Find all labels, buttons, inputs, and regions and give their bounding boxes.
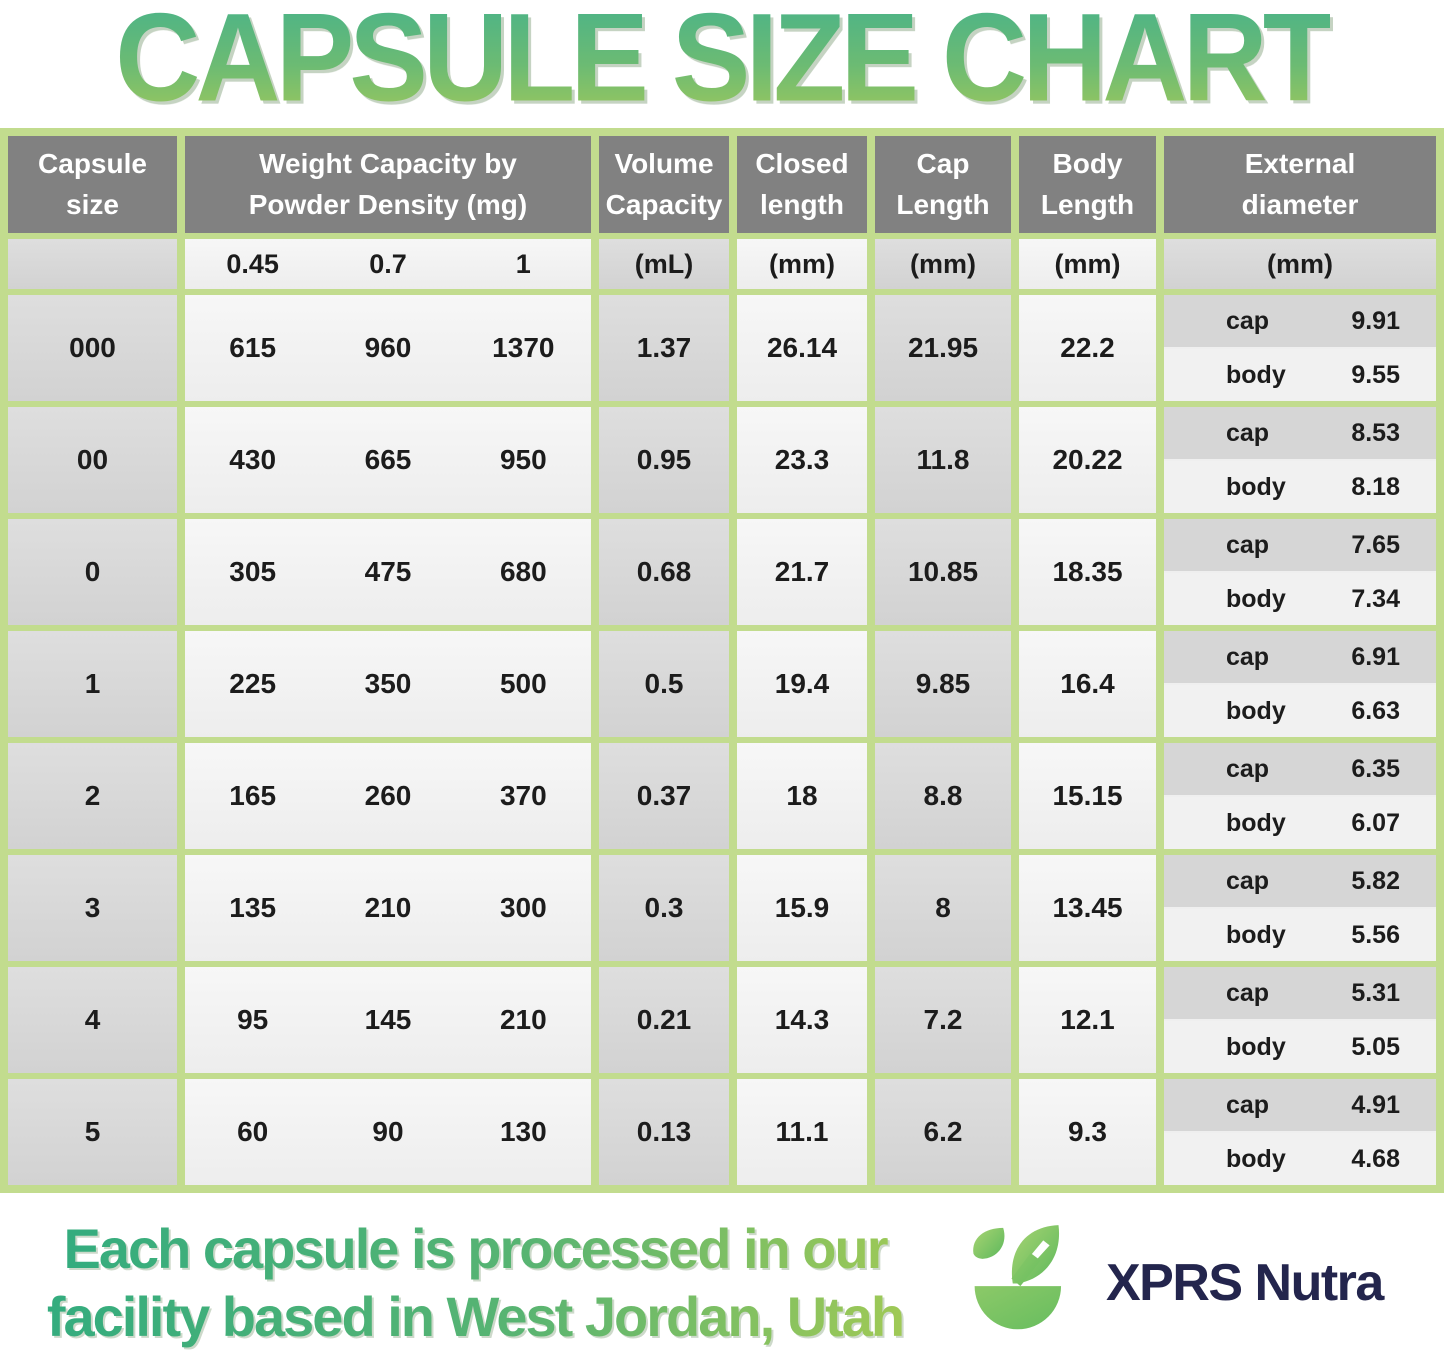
capsule-size-cell: 4	[8, 967, 177, 1073]
body-length-cell: 18.35	[1019, 519, 1156, 625]
external-body-subrow: body 9.55	[1164, 349, 1436, 401]
unit-cell-closed: (mm)	[737, 239, 867, 289]
column-header-closed-length: Closed length	[737, 136, 867, 233]
weight-capacity-cell: 60 90 130	[185, 1079, 591, 1185]
volume-capacity-cell: 0.21	[599, 967, 729, 1073]
body-length-cell: 9.3	[1019, 1079, 1156, 1185]
weight-capacity-cell: 135 210 300	[185, 855, 591, 961]
capsule-size-cell: 1	[8, 631, 177, 737]
title-banner: CAPSULE SIZE CHART	[0, 0, 1445, 128]
external-body-subrow: body 5.05	[1164, 1021, 1436, 1073]
external-diameter-cell: cap 6.35 body 6.07	[1164, 743, 1436, 849]
body-length-cell: 15.15	[1019, 743, 1156, 849]
cap-length-cell: 8	[875, 855, 1011, 961]
capsule-size-cell: 3	[8, 855, 177, 961]
external-cap-subrow: cap 9.91	[1164, 295, 1436, 349]
cap-length-cell: 7.2	[875, 967, 1011, 1073]
footer: Each capsule is processed in our facilit…	[0, 1215, 1445, 1352]
volume-capacity-cell: 0.3	[599, 855, 729, 961]
volume-capacity-cell: 0.37	[599, 743, 729, 849]
closed-length-cell: 26.14	[737, 295, 867, 401]
brand-logo: XPRS Nutra	[964, 1220, 1384, 1347]
closed-length-cell: 21.7	[737, 519, 867, 625]
external-diameter-cell: cap 5.31 body 5.05	[1164, 967, 1436, 1073]
capsule-size-table: Capsule size Weight Capacity by Powder D…	[0, 128, 1444, 1193]
external-cap-subrow: cap 6.35	[1164, 743, 1436, 797]
capsule-size-cell: 5	[8, 1079, 177, 1185]
body-length-cell: 16.4	[1019, 631, 1156, 737]
volume-capacity-cell: 0.5	[599, 631, 729, 737]
external-diameter-cell: cap 6.91 body 6.63	[1164, 631, 1436, 737]
external-body-subrow: body 6.07	[1164, 797, 1436, 849]
column-header-weight-capacity: Weight Capacity by Powder Density (mg)	[185, 136, 591, 233]
brand-name: XPRS Nutra	[1106, 1254, 1384, 1313]
facility-tagline: Each capsule is processed in our facilit…	[0, 1215, 950, 1352]
external-cap-subrow: cap 7.65	[1164, 519, 1436, 573]
capsule-size-cell: 00	[8, 407, 177, 513]
capsule-size-cell: 0	[8, 519, 177, 625]
volume-capacity-cell: 0.95	[599, 407, 729, 513]
capsule-size-cell: 2	[8, 743, 177, 849]
external-diameter-cell: cap 8.53 body 8.18	[1164, 407, 1436, 513]
unit-cell-volume: (mL)	[599, 239, 729, 289]
external-diameter-cell: cap 4.91 body 4.68	[1164, 1079, 1436, 1185]
closed-length-cell: 23.3	[737, 407, 867, 513]
body-length-cell: 20.22	[1019, 407, 1156, 513]
unit-cell-cap: (mm)	[875, 239, 1011, 289]
closed-length-cell: 15.9	[737, 855, 867, 961]
external-diameter-cell: cap 9.91 body 9.55	[1164, 295, 1436, 401]
column-header-body-length: Body Length	[1019, 136, 1156, 233]
external-body-subrow: body 7.34	[1164, 573, 1436, 625]
body-length-cell: 22.2	[1019, 295, 1156, 401]
volume-capacity-cell: 1.37	[599, 295, 729, 401]
weight-capacity-cell: 165 260 370	[185, 743, 591, 849]
external-body-subrow: body 8.18	[1164, 461, 1436, 513]
weight-capacity-cell: 615 960 1370	[185, 295, 591, 401]
external-body-subrow: body 5.56	[1164, 909, 1436, 961]
page-title: CAPSULE SIZE CHART	[115, 0, 1335, 130]
external-cap-subrow: cap 6.91	[1164, 631, 1436, 685]
external-diameter-cell: cap 7.65 body 7.34	[1164, 519, 1436, 625]
unit-cell-densities: 0.45 0.7 1	[185, 239, 591, 289]
external-cap-subrow: cap 4.91	[1164, 1079, 1436, 1133]
closed-length-cell: 19.4	[737, 631, 867, 737]
column-header-external-diameter: External diameter	[1164, 136, 1436, 233]
xprs-nutra-logo-icon	[964, 1220, 1092, 1347]
cap-length-cell: 21.95	[875, 295, 1011, 401]
column-header-volume-capacity: Volume Capacity	[599, 136, 729, 233]
cap-length-cell: 10.85	[875, 519, 1011, 625]
body-length-cell: 12.1	[1019, 967, 1156, 1073]
weight-capacity-cell: 430 665 950	[185, 407, 591, 513]
column-header-cap-length: Cap Length	[875, 136, 1011, 233]
cap-length-cell: 11.8	[875, 407, 1011, 513]
volume-capacity-cell: 0.68	[599, 519, 729, 625]
weight-capacity-cell: 305 475 680	[185, 519, 591, 625]
external-body-subrow: body 6.63	[1164, 685, 1436, 737]
external-body-subrow: body 4.68	[1164, 1133, 1436, 1185]
capsule-size-cell: 000	[8, 295, 177, 401]
cap-length-cell: 6.2	[875, 1079, 1011, 1185]
unit-cell-external: (mm)	[1164, 239, 1436, 289]
external-diameter-cell: cap 5.82 body 5.56	[1164, 855, 1436, 961]
weight-capacity-cell: 225 350 500	[185, 631, 591, 737]
closed-length-cell: 18	[737, 743, 867, 849]
cap-length-cell: 8.8	[875, 743, 1011, 849]
external-cap-subrow: cap 8.53	[1164, 407, 1436, 461]
cap-length-cell: 9.85	[875, 631, 1011, 737]
unit-cell-capsule-size-empty	[8, 239, 177, 289]
unit-cell-body: (mm)	[1019, 239, 1156, 289]
external-cap-subrow: cap 5.31	[1164, 967, 1436, 1021]
weight-capacity-cell: 95 145 210	[185, 967, 591, 1073]
external-cap-subrow: cap 5.82	[1164, 855, 1436, 909]
column-header-capsule-size: Capsule size	[8, 136, 177, 233]
body-length-cell: 13.45	[1019, 855, 1156, 961]
volume-capacity-cell: 0.13	[599, 1079, 729, 1185]
closed-length-cell: 14.3	[737, 967, 867, 1073]
closed-length-cell: 11.1	[737, 1079, 867, 1185]
